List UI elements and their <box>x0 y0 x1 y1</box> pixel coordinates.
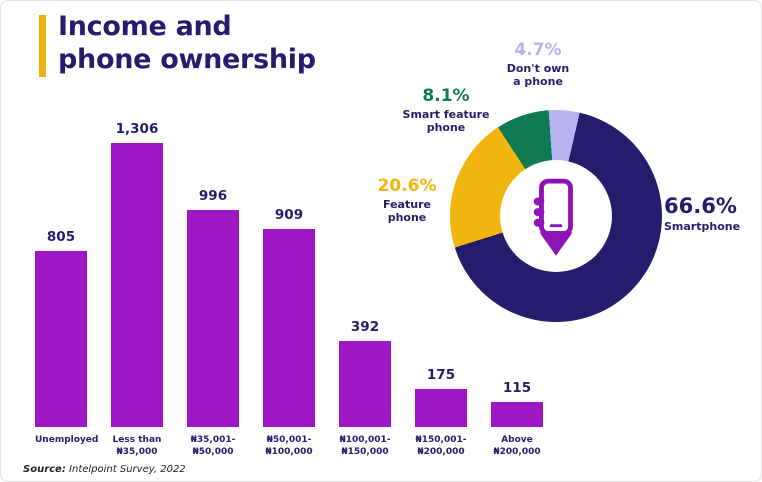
source-note: Source: Intelpoint Survey, 2022 <box>23 464 186 475</box>
source-text: Intelpoint Survey, 2022 <box>69 464 186 475</box>
bar <box>415 389 467 427</box>
bar-column: 175 ₦150,001- ₦200,000 <box>415 121 467 461</box>
bar-category-label: ₦50,001- ₦100,000 <box>265 435 313 457</box>
bar-value-label: 805 <box>46 229 76 245</box>
bar <box>491 402 543 427</box>
phone-ownership-donut-chart <box>450 110 662 322</box>
donut-hole <box>500 160 612 272</box>
title-accent-bar <box>39 15 46 77</box>
donut-name-feature: Feature phone <box>383 197 431 225</box>
bar <box>35 251 87 427</box>
bar-category-label: ₦100,001- ₦150,000 <box>339 435 391 457</box>
bar <box>187 210 239 427</box>
donut-name-smartphone: Smartphone <box>664 220 741 234</box>
bar <box>339 341 391 427</box>
bar <box>263 229 315 427</box>
bar-column: 1,306 Less than ₦35,000 <box>111 121 163 461</box>
bar-column: 392 ₦100,001- ₦150,000 <box>339 121 391 461</box>
donut-pct-feature: 20.6% <box>377 176 437 196</box>
bar-column: 996 ₦35,001- ₦50,000 <box>187 121 239 461</box>
page-title: Income and phone ownership <box>58 11 316 77</box>
donut-label-smart-feature-phone: 8.1% Smart feature phone <box>394 87 498 135</box>
bar-column: 115 Above ₦200,000 <box>491 121 543 461</box>
source-prefix: Source: <box>23 464 66 475</box>
donut-name-dont-own: Don't own a phone <box>506 61 570 89</box>
bar-value-label: 1,306 <box>115 121 159 137</box>
title-line-1: Income and <box>58 11 232 42</box>
bar-category-label: ₦150,001- ₦200,000 <box>415 435 467 457</box>
donut-pct-smartphone: 66.6% <box>664 194 737 218</box>
bar-column: 909 ₦50,001- ₦100,000 <box>263 121 315 461</box>
bar-value-label: 996 <box>198 188 228 204</box>
donut-label-feature-phone: 20.6% Feature phone <box>364 177 450 225</box>
bar-category-label: Unemployed <box>35 435 99 445</box>
bar-value-label: 175 <box>426 367 456 383</box>
bar-value-label: 392 <box>350 319 380 335</box>
donut-name-smart-feature: Smart feature phone <box>402 107 490 135</box>
donut-label-dont-own-a-phone: 4.7% Don't own a phone <box>483 41 593 89</box>
bar-category-label: ₦35,001- ₦50,000 <box>190 435 236 457</box>
bar-value-label: 909 <box>274 207 304 223</box>
bar-column: 805 Unemployed <box>35 121 99 461</box>
donut-pct-smart-feature: 8.1% <box>422 86 470 106</box>
title-block: Income and phone ownership <box>39 11 316 77</box>
title-line-2: phone ownership <box>58 43 316 75</box>
donut-pct-dont-own: 4.7% <box>514 40 562 60</box>
donut-label-smartphone: 66.6% Smartphone <box>664 194 761 234</box>
bar-category-label: Above ₦200,000 <box>493 435 541 457</box>
income-bar-chart: 805 Unemployed 1,306 Less than ₦35,000 996 ₦3… <box>35 121 557 461</box>
bar <box>111 143 163 428</box>
hand-holding-phone-icon <box>533 178 573 256</box>
bar-category-label: Less than ₦35,000 <box>112 435 162 457</box>
bar-value-label: 115 <box>502 380 532 396</box>
